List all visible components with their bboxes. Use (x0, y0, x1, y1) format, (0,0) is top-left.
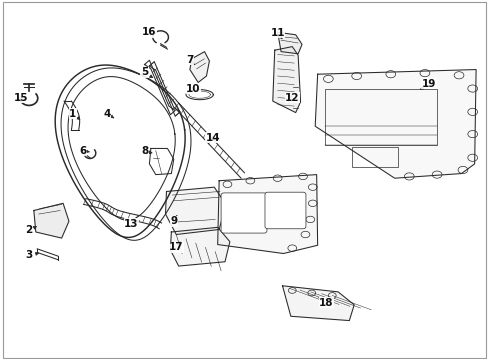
Text: 17: 17 (168, 242, 183, 252)
Text: 1: 1 (69, 109, 80, 120)
FancyBboxPatch shape (221, 193, 266, 233)
Polygon shape (189, 51, 209, 82)
Text: 10: 10 (185, 84, 200, 94)
Text: 5: 5 (141, 67, 152, 78)
Text: 7: 7 (186, 55, 194, 65)
Text: 19: 19 (420, 79, 435, 89)
Text: 9: 9 (170, 216, 177, 226)
Polygon shape (315, 69, 475, 178)
Text: 6: 6 (79, 145, 89, 156)
Text: 3: 3 (25, 250, 39, 260)
Polygon shape (282, 286, 353, 320)
Text: 12: 12 (285, 93, 299, 103)
Text: 11: 11 (270, 28, 285, 39)
Text: 18: 18 (318, 298, 333, 308)
Polygon shape (277, 32, 302, 54)
Text: 15: 15 (14, 93, 28, 103)
Polygon shape (217, 175, 317, 253)
Polygon shape (165, 187, 225, 234)
Polygon shape (170, 227, 229, 266)
Text: 13: 13 (124, 219, 139, 229)
Text: 8: 8 (141, 146, 152, 156)
Text: 16: 16 (142, 27, 156, 37)
FancyBboxPatch shape (264, 192, 305, 229)
Polygon shape (34, 203, 69, 238)
Polygon shape (272, 46, 300, 113)
Text: 4: 4 (103, 109, 114, 119)
Text: 14: 14 (205, 133, 220, 143)
Text: 2: 2 (25, 225, 36, 235)
